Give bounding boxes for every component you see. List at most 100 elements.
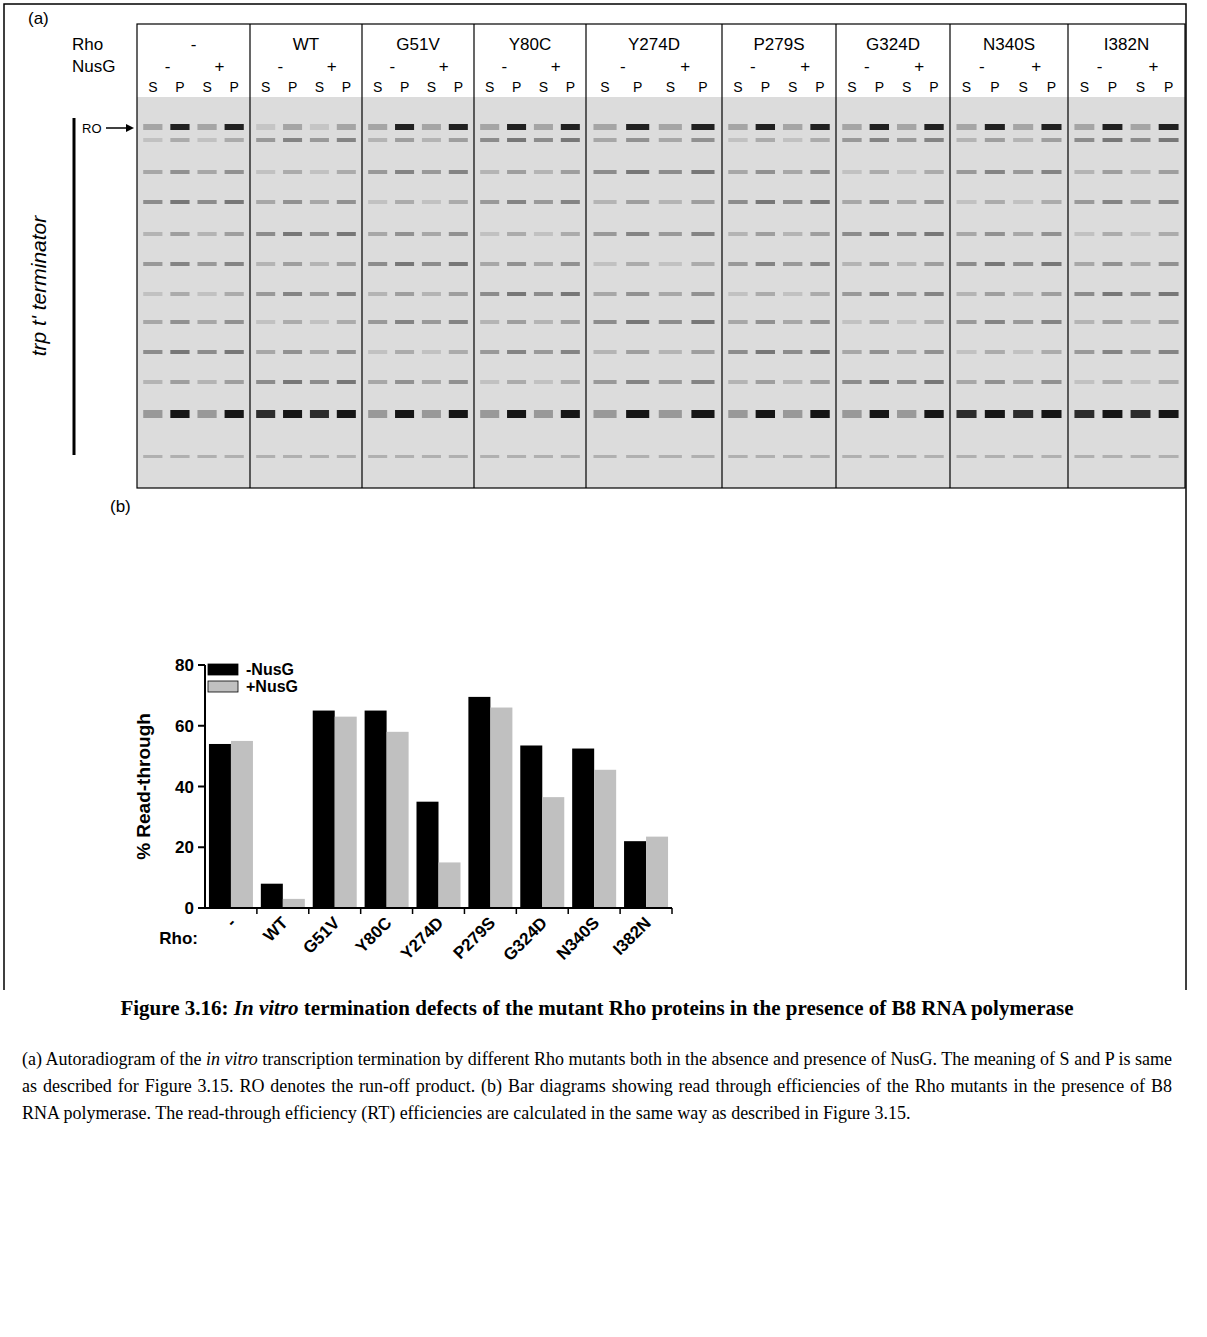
gel-band — [1074, 262, 1094, 266]
gel-band — [170, 124, 189, 130]
gel-band — [170, 262, 189, 266]
gel-band — [924, 138, 943, 142]
lane-label: S — [373, 79, 382, 95]
gel-band — [924, 380, 943, 384]
lane-label: S — [962, 79, 971, 95]
gel-band — [728, 380, 747, 384]
gel-band — [422, 200, 441, 204]
gel-band — [143, 138, 162, 142]
gel-band — [1131, 170, 1151, 174]
gel-band — [783, 350, 802, 354]
gel-band — [728, 262, 747, 266]
y-tick — [198, 725, 205, 727]
gel-band — [870, 455, 889, 458]
gel-band — [810, 124, 829, 130]
x-tick-label: Y274D — [397, 913, 447, 963]
lane-label: P — [230, 79, 239, 95]
gel-band — [310, 410, 329, 418]
gel-band — [1041, 455, 1061, 458]
bar — [624, 841, 646, 908]
gel-band — [368, 380, 387, 384]
bar — [335, 717, 357, 908]
gel-band — [956, 262, 976, 266]
gel-band — [1131, 350, 1151, 354]
gel-band — [985, 380, 1005, 384]
gel-band — [197, 200, 216, 204]
gel-band — [1013, 138, 1033, 142]
rho-label: WT — [293, 35, 319, 54]
gel-band — [310, 380, 329, 384]
gel-band — [842, 350, 861, 354]
gel-band — [256, 262, 275, 266]
gel-band — [870, 170, 889, 174]
gel-band — [422, 410, 441, 418]
gel-band — [783, 138, 802, 142]
gel-band — [143, 380, 162, 384]
gel-band — [870, 380, 889, 384]
gel-band — [143, 455, 162, 458]
gel-band — [170, 200, 189, 204]
gel-band — [143, 124, 162, 130]
gel-band — [1041, 350, 1061, 354]
nusg-label: + — [1031, 57, 1041, 76]
gel-band — [897, 124, 916, 130]
y-tick — [198, 907, 205, 909]
gel-band — [956, 170, 976, 174]
gel-band — [1074, 410, 1094, 418]
gel-band — [225, 350, 244, 354]
y-axis-title: % Read-through — [133, 713, 154, 860]
gel-band — [561, 320, 580, 324]
gel-band — [368, 170, 387, 174]
bar — [520, 745, 542, 908]
gel-band — [728, 320, 747, 324]
gel-band — [256, 320, 275, 324]
gel-band — [1074, 350, 1094, 354]
lane-label: S — [539, 79, 548, 95]
rho-label: N340S — [983, 35, 1035, 54]
gel-band — [728, 124, 747, 130]
gel-band — [422, 380, 441, 384]
gel-band — [534, 410, 553, 418]
gel-band — [507, 350, 526, 354]
gel-band — [422, 138, 441, 142]
gel-band — [756, 124, 775, 130]
gel-band — [368, 292, 387, 296]
x-axis-title: Rho: — [159, 929, 198, 948]
caption-body: (a) Autoradiogram of the in vitro transc… — [22, 1046, 1172, 1127]
gel-band — [1013, 320, 1033, 324]
gel-band — [197, 232, 216, 236]
gel-band — [395, 320, 414, 324]
gel-band — [337, 455, 356, 458]
gel-band — [310, 350, 329, 354]
gel-band — [870, 124, 889, 130]
row-label: NusG — [72, 57, 115, 76]
gel-band — [691, 292, 714, 296]
gel-band — [368, 138, 387, 142]
gel-band — [283, 410, 302, 418]
group-separator — [361, 24, 362, 488]
caption: Figure 3.16: In vitro termination defect… — [22, 995, 1172, 1127]
gel-band — [449, 170, 468, 174]
gel-band — [593, 232, 616, 236]
gel-band — [783, 292, 802, 296]
y-tick-label: 80 — [175, 656, 194, 675]
gel-band — [143, 262, 162, 266]
gel-band — [691, 380, 714, 384]
gel-band — [170, 138, 189, 142]
gel-band — [1041, 170, 1061, 174]
gel-band — [1074, 292, 1094, 296]
x-tick — [360, 908, 362, 914]
gel-band — [810, 320, 829, 324]
gel-band — [395, 170, 414, 174]
gel-band — [870, 320, 889, 324]
gel-band — [593, 292, 616, 296]
lane-label: P — [761, 79, 770, 95]
gel-band — [593, 170, 616, 174]
gel-band — [507, 138, 526, 142]
gel-band — [225, 292, 244, 296]
gel-band — [985, 200, 1005, 204]
gel-band — [337, 138, 356, 142]
gel-band — [626, 350, 649, 354]
gel-band — [897, 320, 916, 324]
gel-band — [256, 455, 275, 458]
